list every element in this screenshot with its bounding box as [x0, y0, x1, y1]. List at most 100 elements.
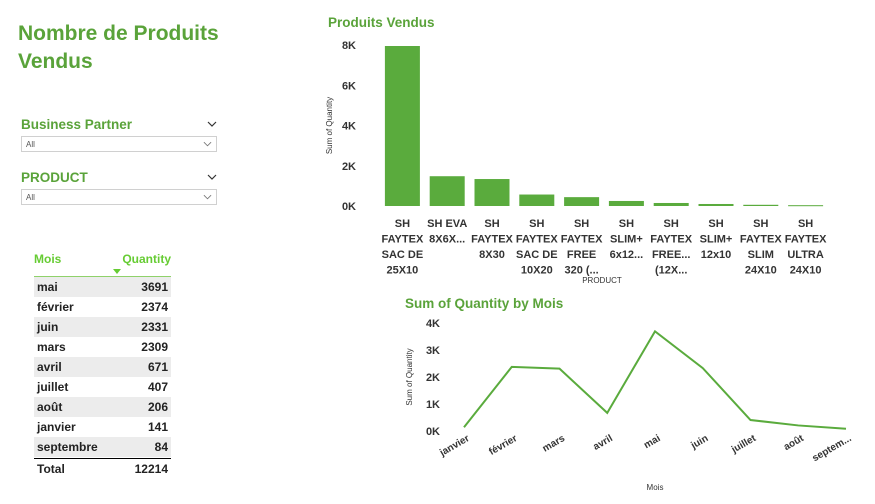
table-row: avril 671: [34, 357, 171, 377]
x-tick-label: avril: [591, 433, 615, 453]
business-partner-dropdown[interactable]: All: [21, 136, 217, 152]
bar[interactable]: [384, 46, 420, 206]
cell-mois: septembre: [37, 440, 98, 454]
x-tick-label: FREE: [567, 249, 596, 261]
cell-quantity: 3691: [141, 280, 168, 294]
table-row: février 2374: [34, 297, 171, 317]
x-tick-label: 8X30: [479, 249, 505, 261]
cell-mois: juillet: [37, 380, 69, 394]
cell-mois: août: [37, 400, 63, 414]
x-tick-label: 10X20: [521, 265, 553, 277]
table-row: septembre 84: [34, 437, 171, 457]
bar[interactable]: [608, 200, 644, 206]
slicer-label: PRODUCT: [21, 169, 88, 185]
line-chart-title: Sum of Quantity by Mois: [405, 296, 564, 311]
bar[interactable]: [743, 204, 779, 206]
x-tick-label: janvier: [437, 433, 471, 459]
y-axis-label: Sum of Quantity: [325, 97, 334, 154]
x-tick-label: FAYTEX: [785, 234, 827, 246]
x-tick-label: SAC DE: [516, 249, 558, 261]
x-tick-label: FAYTEX: [561, 234, 603, 246]
cell-mois: mai: [37, 280, 58, 294]
x-tick-label: SLIM: [748, 249, 774, 261]
y-axis-label: Sum of Quantity: [405, 348, 414, 405]
x-tick-label: SH: [619, 218, 634, 230]
cell-quantity: 2309: [141, 340, 168, 354]
chevron-down-icon: [203, 141, 212, 147]
x-tick-label: SH: [798, 218, 813, 230]
cell-quantity: 206: [147, 400, 168, 414]
x-tick-label: SLIM+: [700, 234, 733, 246]
y-tick-label: 0K: [342, 201, 356, 213]
y-tick-label: 3K: [426, 345, 440, 357]
x-tick-label: FAYTEX: [650, 234, 692, 246]
x-tick-label: FAYTEX: [740, 234, 782, 246]
product-dropdown[interactable]: All: [21, 189, 217, 205]
y-tick-label: 4K: [342, 121, 356, 133]
cell-mois: janvier: [37, 420, 76, 434]
table-row: mai 3691: [34, 277, 171, 297]
bar-chart-title: Produits Vendus: [328, 15, 435, 30]
y-tick-label: 4K: [426, 318, 440, 330]
column-header-quantity[interactable]: Quantity: [122, 252, 171, 266]
x-tick-label: 12x10: [701, 249, 732, 261]
x-tick-label: SH: [753, 218, 768, 230]
cell-mois: juin: [37, 320, 59, 334]
bar[interactable]: [474, 179, 510, 206]
table-row: juin 2331: [34, 317, 171, 337]
x-tick-label: 24X10: [745, 265, 777, 277]
series-line[interactable]: [463, 329, 847, 430]
chevron-down-icon: [203, 194, 212, 200]
x-tick-label: SH: [664, 218, 679, 230]
bar[interactable]: [519, 194, 555, 206]
x-tick-label: 25X10: [386, 265, 418, 277]
bar[interactable]: [698, 203, 734, 206]
bar[interactable]: [564, 197, 600, 206]
x-tick-label: SLIM+: [610, 234, 643, 246]
y-tick-label: 0K: [426, 426, 440, 438]
slicer-label: Business Partner: [21, 116, 133, 132]
x-tick-label: mars: [541, 433, 568, 455]
x-tick-label: août: [782, 433, 806, 453]
table-row: août 206: [34, 397, 171, 417]
cell-mois: avril: [37, 360, 62, 374]
cell-mois: mars: [37, 340, 66, 354]
y-tick-label: 8K: [342, 40, 356, 52]
x-tick-label: ULTRA: [787, 249, 824, 261]
x-tick-label: (12X...: [655, 265, 687, 277]
table-total-row: Total 12214: [34, 458, 171, 479]
x-tick-label: février: [487, 433, 519, 458]
chevron-down-icon[interactable]: [207, 172, 217, 182]
total-value: 12214: [134, 462, 168, 476]
bar[interactable]: [788, 205, 824, 207]
bar[interactable]: [429, 176, 465, 206]
x-tick-label: 8X6X...: [429, 234, 465, 246]
bar[interactable]: [653, 202, 689, 206]
cell-quantity: 141: [147, 420, 168, 434]
x-axis-label: PRODUCT: [582, 276, 622, 285]
months-line-chart: Sum of Quantity 0K 1K 2K 3K 4K janvier février m…: [405, 318, 854, 492]
x-tick-label: juillet: [729, 433, 759, 456]
y-tick-label: 6K: [342, 80, 356, 92]
cell-quantity: 2331: [141, 320, 168, 334]
total-label: Total: [37, 462, 65, 476]
business-partner-slicer[interactable]: Business Partner All: [21, 114, 217, 152]
cell-mois: février: [37, 300, 74, 314]
product-slicer[interactable]: PRODUCT All: [21, 167, 217, 205]
x-tick-label: SH: [395, 218, 410, 230]
x-tick-label: SH: [574, 218, 589, 230]
dropdown-value: All: [26, 192, 35, 202]
y-tick-label: 2K: [342, 161, 356, 173]
x-tick-label: SH EVA: [427, 218, 467, 230]
chevron-down-icon[interactable]: [207, 119, 217, 129]
x-tick-label: 320 (...: [564, 265, 598, 277]
page-title: Nombre de Produits Vendus: [18, 22, 219, 73]
column-header-mois[interactable]: Mois: [34, 252, 62, 266]
table-body: mai 3691 février 2374 juin 2331 mars 2309 avril 6…: [34, 277, 171, 457]
table-row: mars 2309: [34, 337, 171, 357]
table-header: Mois Quantity: [34, 252, 171, 277]
x-tick-label: mai: [642, 433, 663, 451]
cell-quantity: 84: [154, 440, 168, 454]
x-tick-label: septem...: [810, 433, 853, 464]
